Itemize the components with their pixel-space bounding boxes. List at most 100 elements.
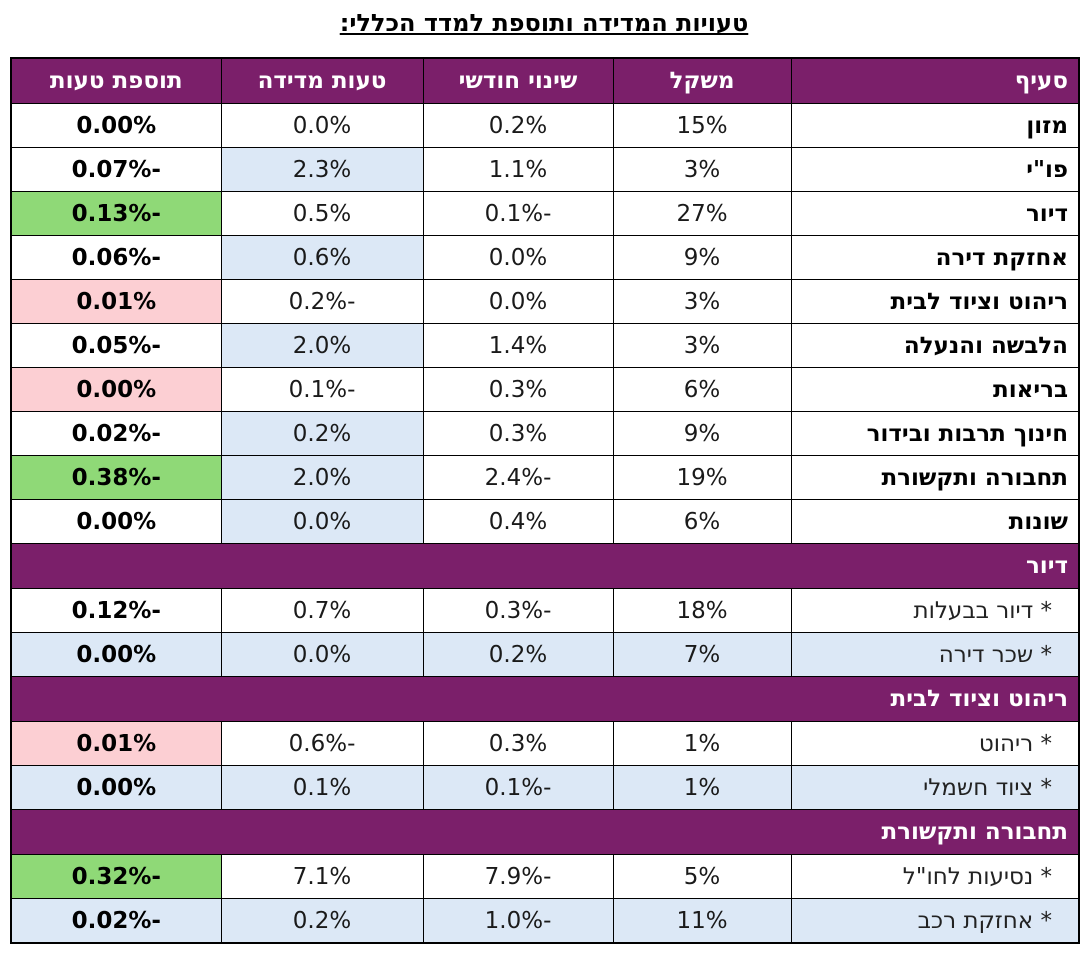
measurement-error-cell: 0.5% bbox=[220, 191, 424, 236]
table-row: תחבורה ותקשורת 19% -2.4% 2.0% -0.38% bbox=[10, 455, 1080, 500]
subitem-row: * דיור בבעלות 18% -0.3% 0.7% -0.12% bbox=[10, 588, 1080, 633]
table-row: ריהוט וציוד לבית 3% 0.0% -0.2% 0.01% bbox=[10, 279, 1080, 324]
weight-cell: 3% bbox=[612, 147, 792, 192]
monthly-change-cell: 0.2% bbox=[422, 103, 614, 148]
monthly-change-cell: -0.1% bbox=[422, 191, 614, 236]
measurement-error-cell: 0.0% bbox=[220, 632, 424, 677]
item-cell: תחבורה ותקשורת bbox=[790, 455, 1080, 500]
measurement-error-cell: 0.2% bbox=[220, 411, 424, 456]
monthly-change-cell: -0.1% bbox=[422, 765, 614, 810]
weight-cell: 11% bbox=[612, 898, 792, 944]
header-error-addition: תוספת טעות bbox=[10, 57, 222, 104]
measurement-error-cell: 0.7% bbox=[220, 588, 424, 633]
measurement-error-cell: -0.6% bbox=[220, 721, 424, 766]
weight-cell: 9% bbox=[612, 411, 792, 456]
measurement-error-cell: 2.0% bbox=[220, 323, 424, 368]
table-row: חינוך תרבות ובידור 9% 0.3% 0.2% -0.02% bbox=[10, 411, 1080, 456]
section-header-row: דיור bbox=[10, 543, 1080, 589]
error-addition-cell: 0.00% bbox=[10, 499, 222, 544]
item-cell: ריהוט וציוד לבית bbox=[790, 279, 1080, 324]
weight-cell: 1% bbox=[612, 721, 792, 766]
subitem-cell: * ריהוט bbox=[790, 721, 1080, 766]
error-addition-cell: -0.38% bbox=[10, 455, 222, 500]
header-measurement-error: טעות מדידה bbox=[220, 57, 424, 104]
error-addition-cell: 0.01% bbox=[10, 721, 222, 766]
table-row: בריאות 6% 0.3% -0.1% 0.00% bbox=[10, 367, 1080, 412]
monthly-change-cell: 1.4% bbox=[422, 323, 614, 368]
header-monthly-change: שינוי חודשי bbox=[422, 57, 614, 104]
measurement-error-cell: 0.6% bbox=[220, 235, 424, 280]
item-cell: הלבשה והנעלה bbox=[790, 323, 1080, 368]
monthly-change-cell: -1.0% bbox=[422, 898, 614, 944]
item-cell: שונות bbox=[790, 499, 1080, 544]
weight-cell: 18% bbox=[612, 588, 792, 633]
subitem-row: * ציוד חשמלי 1% -0.1% 0.1% 0.00% bbox=[10, 765, 1080, 810]
weight-cell: 19% bbox=[612, 455, 792, 500]
page-title: טעויות המדידה ותוספת למדד הכללי: bbox=[339, 9, 749, 37]
error-addition-cell: 0.00% bbox=[10, 765, 222, 810]
monthly-change-cell: 0.3% bbox=[422, 721, 614, 766]
measurement-error-cell: 0.0% bbox=[220, 103, 424, 148]
weight-cell: 9% bbox=[612, 235, 792, 280]
header-item: סעיף bbox=[790, 57, 1080, 104]
table-row: הלבשה והנעלה 3% 1.4% 2.0% -0.05% bbox=[10, 323, 1080, 368]
monthly-change-cell: 0.2% bbox=[422, 632, 614, 677]
monthly-change-cell: 0.0% bbox=[422, 279, 614, 324]
section-header-row: תחבורה ותקשורת bbox=[10, 809, 1080, 855]
error-addition-cell: -0.07% bbox=[10, 147, 222, 192]
table-header-row: סעיף משקל שינוי חודשי טעות מדידה תוספת ט… bbox=[10, 57, 1080, 104]
monthly-change-cell: -0.3% bbox=[422, 588, 614, 633]
subitem-cell: * ציוד חשמלי bbox=[790, 765, 1080, 810]
item-cell: אחזקת דירה bbox=[790, 235, 1080, 280]
weight-cell: 15% bbox=[612, 103, 792, 148]
subitem-cell: * אחזקת רכב bbox=[790, 898, 1080, 944]
section-header-row: ריהוט וציוד לבית bbox=[10, 676, 1080, 722]
section-title: דיור bbox=[10, 543, 1080, 589]
section-title: תחבורה ותקשורת bbox=[10, 809, 1080, 855]
measurement-error-cell: 7.1% bbox=[220, 854, 424, 899]
subitem-row: * אחזקת רכב 11% -1.0% 0.2% -0.02% bbox=[10, 898, 1080, 944]
item-cell: פו"י bbox=[790, 147, 1080, 192]
error-addition-cell: 0.00% bbox=[10, 103, 222, 148]
error-addition-cell: 0.00% bbox=[10, 632, 222, 677]
error-addition-cell: -0.06% bbox=[10, 235, 222, 280]
measurement-error-cell: 2.0% bbox=[220, 455, 424, 500]
header-weight: משקל bbox=[612, 57, 792, 104]
monthly-change-cell: 0.0% bbox=[422, 235, 614, 280]
subitem-row: * ריהוט 1% 0.3% -0.6% 0.01% bbox=[10, 721, 1080, 766]
measurement-error-cell: -0.1% bbox=[220, 367, 424, 412]
weight-cell: 7% bbox=[612, 632, 792, 677]
monthly-change-cell: 1.1% bbox=[422, 147, 614, 192]
measurement-error-cell: -0.2% bbox=[220, 279, 424, 324]
measurement-error-cell: 2.3% bbox=[220, 147, 424, 192]
error-addition-cell: -0.13% bbox=[10, 191, 222, 236]
table-row: שונות 6% 0.4% 0.0% 0.00% bbox=[10, 499, 1080, 544]
error-addition-cell: -0.02% bbox=[10, 411, 222, 456]
weight-cell: 3% bbox=[612, 279, 792, 324]
subitem-cell: * דיור בבעלות bbox=[790, 588, 1080, 633]
table-body: מזון 15% 0.2% 0.0% 0.00% פו"י 3% 1.1% 2.3% -0.07%… bbox=[10, 103, 1080, 944]
monthly-change-cell: 0.4% bbox=[422, 499, 614, 544]
subitem-row: * נסיעות לחו"ל 5% -7.9% 7.1% -0.32% bbox=[10, 854, 1080, 899]
weight-cell: 6% bbox=[612, 499, 792, 544]
item-cell: בריאות bbox=[790, 367, 1080, 412]
weight-cell: 27% bbox=[612, 191, 792, 236]
error-addition-cell: -0.05% bbox=[10, 323, 222, 368]
table-row: דיור 27% -0.1% 0.5% -0.13% bbox=[10, 191, 1080, 236]
item-cell: דיור bbox=[790, 191, 1080, 236]
item-cell: מזון bbox=[790, 103, 1080, 148]
error-addition-cell: -0.32% bbox=[10, 854, 222, 899]
weight-cell: 5% bbox=[612, 854, 792, 899]
weight-cell: 6% bbox=[612, 367, 792, 412]
subitem-cell: * נסיעות לחו"ל bbox=[790, 854, 1080, 899]
monthly-change-cell: -2.4% bbox=[422, 455, 614, 500]
table-row: פו"י 3% 1.1% 2.3% -0.07% bbox=[10, 147, 1080, 192]
subitem-row: * שכר דירה 7% 0.2% 0.0% 0.00% bbox=[10, 632, 1080, 677]
error-addition-cell: 0.01% bbox=[10, 279, 222, 324]
monthly-change-cell: -7.9% bbox=[422, 854, 614, 899]
error-addition-cell: -0.12% bbox=[10, 588, 222, 633]
weight-cell: 1% bbox=[612, 765, 792, 810]
monthly-change-cell: 0.3% bbox=[422, 367, 614, 412]
measurement-error-cell: 0.1% bbox=[220, 765, 424, 810]
measurement-error-cell: 0.2% bbox=[220, 898, 424, 944]
